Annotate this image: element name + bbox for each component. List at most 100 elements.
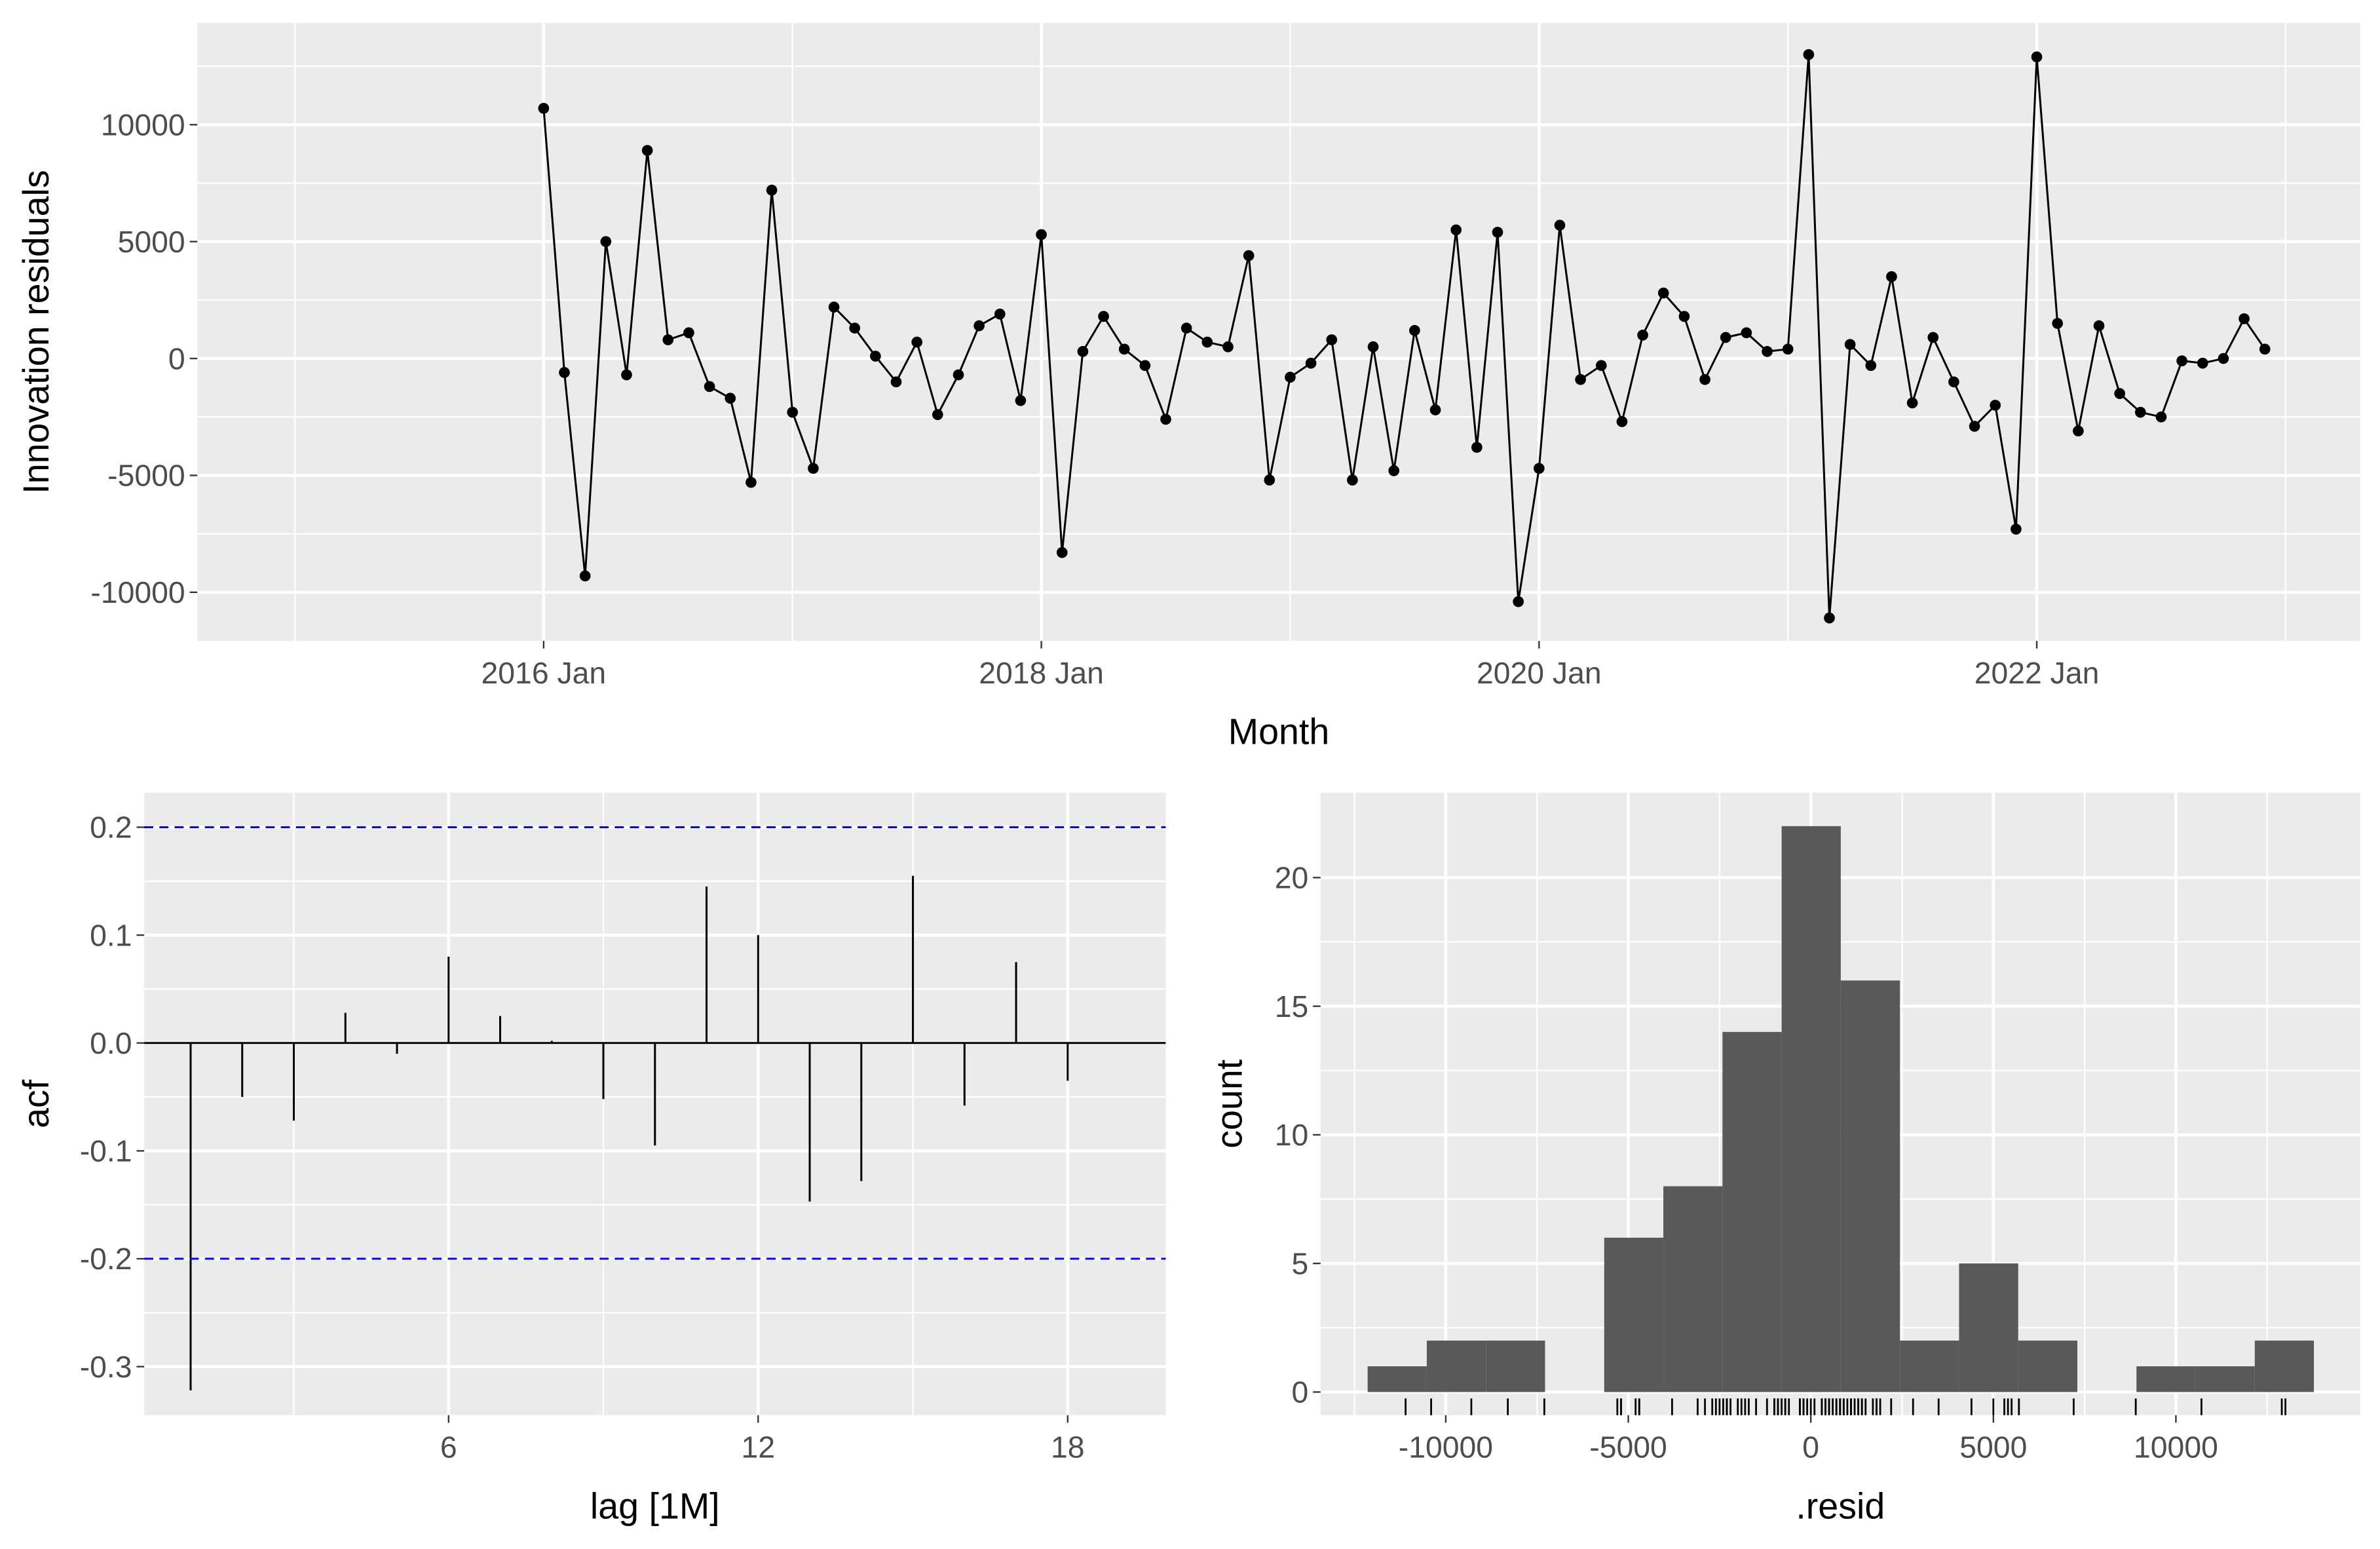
residual-point bbox=[2134, 406, 2146, 418]
residual-point bbox=[1595, 360, 1607, 372]
residual-point bbox=[932, 409, 943, 421]
residual-point bbox=[1865, 360, 1877, 372]
y-tick-label: 0 bbox=[1291, 1375, 1308, 1409]
x-tick-label: 2018 Jan bbox=[979, 656, 1104, 690]
residual-point bbox=[1927, 332, 1939, 343]
residual-point bbox=[559, 367, 570, 378]
y-tick-label: 0.2 bbox=[90, 811, 132, 845]
residual-point bbox=[621, 369, 632, 381]
y-tick-label: -0.2 bbox=[80, 1242, 132, 1276]
residual-point bbox=[1886, 271, 1897, 282]
residual-point bbox=[579, 570, 591, 582]
residual-point bbox=[1243, 250, 1255, 261]
y-tick-label: 20 bbox=[1275, 861, 1309, 895]
x-tick-label: -5000 bbox=[1589, 1430, 1667, 1464]
residual-point bbox=[1533, 463, 1545, 474]
residual-point bbox=[1803, 48, 1815, 60]
residual-point bbox=[746, 476, 757, 488]
residual-point bbox=[2093, 320, 2105, 332]
residual-point bbox=[1264, 474, 1275, 486]
residual-point bbox=[683, 327, 694, 339]
histogram-bar bbox=[1781, 826, 1841, 1392]
residual-point bbox=[2197, 357, 2208, 369]
residual-point bbox=[1969, 421, 1980, 432]
y-axis-title: acf bbox=[16, 1079, 56, 1128]
residual-point bbox=[1637, 330, 1648, 341]
residual-point bbox=[1388, 465, 1400, 476]
residual-point bbox=[2073, 425, 2084, 437]
residual-point bbox=[1492, 227, 1503, 238]
x-tick-label: 2020 Jan bbox=[1477, 656, 1602, 690]
x-axis-title: .resid bbox=[1796, 1485, 1885, 1526]
residual-point bbox=[538, 102, 550, 114]
residual-point bbox=[849, 322, 861, 334]
x-tick-label: 2016 Jan bbox=[482, 656, 607, 690]
residual-point bbox=[2259, 343, 2271, 355]
residual-point bbox=[1762, 346, 1773, 357]
residual-point bbox=[1160, 413, 1171, 425]
residual-point bbox=[1326, 334, 1338, 345]
residual-point bbox=[2218, 353, 2229, 364]
x-axis-title: Month bbox=[1228, 712, 1330, 752]
residual-point bbox=[2155, 411, 2167, 423]
histogram-bar bbox=[1840, 980, 1900, 1392]
residual-point bbox=[890, 376, 902, 388]
residual-point bbox=[1990, 400, 2001, 411]
histogram-bar bbox=[2136, 1366, 2196, 1392]
histogram-bar bbox=[1486, 1340, 1545, 1392]
residual-point bbox=[1118, 343, 1130, 355]
residual-point bbox=[1222, 341, 1234, 353]
x-tick-label: 18 bbox=[1051, 1430, 1085, 1464]
histogram-bar bbox=[1604, 1237, 1664, 1392]
residual-point bbox=[1098, 311, 1109, 322]
residual-point bbox=[870, 351, 881, 362]
residual-point bbox=[1347, 474, 1358, 486]
residual-point bbox=[662, 334, 674, 345]
residual-point bbox=[1201, 336, 1213, 348]
x-tick-label: 6 bbox=[440, 1430, 457, 1464]
residual-point bbox=[973, 320, 985, 332]
residual-point bbox=[1139, 360, 1151, 372]
residual-point bbox=[911, 336, 922, 348]
residual-point bbox=[1554, 220, 1566, 231]
residual-point bbox=[828, 301, 840, 313]
residual-point bbox=[808, 463, 819, 474]
histogram-bar bbox=[1959, 1263, 2018, 1392]
x-tick-label: 10000 bbox=[2134, 1430, 2218, 1464]
y-axis-title: Innovation residuals bbox=[16, 170, 56, 493]
residual-point bbox=[1305, 357, 1317, 369]
residual-point bbox=[1844, 339, 1856, 351]
residual-point bbox=[1181, 322, 1192, 334]
residual-point bbox=[1285, 372, 1296, 383]
x-axis-title: lag [1M] bbox=[590, 1485, 720, 1526]
residual-point bbox=[2052, 318, 2064, 329]
residual-point bbox=[1429, 404, 1441, 415]
residual-point bbox=[725, 392, 736, 404]
residual-point bbox=[2238, 313, 2250, 324]
residual-point bbox=[1015, 394, 1027, 406]
residual-point bbox=[1616, 416, 1628, 427]
residual-point bbox=[1450, 224, 1462, 236]
x-tick-label: 2022 Jan bbox=[1974, 656, 2100, 690]
histogram-bar bbox=[1663, 1186, 1723, 1392]
residual-point bbox=[1077, 346, 1089, 357]
residual-point bbox=[766, 184, 778, 196]
residual-point bbox=[1036, 229, 1047, 240]
y-tick-label: 5 bbox=[1291, 1246, 1308, 1280]
x-tick-label: 12 bbox=[742, 1430, 776, 1464]
y-tick-label: 10 bbox=[1275, 1118, 1309, 1152]
residual-point bbox=[641, 145, 653, 156]
residual-point bbox=[1409, 324, 1420, 336]
residual-point bbox=[1575, 373, 1586, 385]
x-tick-label: 5000 bbox=[1959, 1430, 2027, 1464]
y-tick-label: -10000 bbox=[90, 575, 185, 609]
residual-point bbox=[1056, 546, 1068, 558]
histogram-bar bbox=[2195, 1366, 2255, 1392]
residual-point bbox=[600, 236, 612, 248]
residual-point bbox=[953, 369, 964, 381]
y-tick-label: 0 bbox=[168, 341, 185, 375]
histogram-bar bbox=[1426, 1340, 1486, 1392]
residual-point bbox=[1948, 376, 1959, 388]
residual-point bbox=[2114, 388, 2126, 399]
y-axis-title: count bbox=[1209, 1059, 1249, 1149]
